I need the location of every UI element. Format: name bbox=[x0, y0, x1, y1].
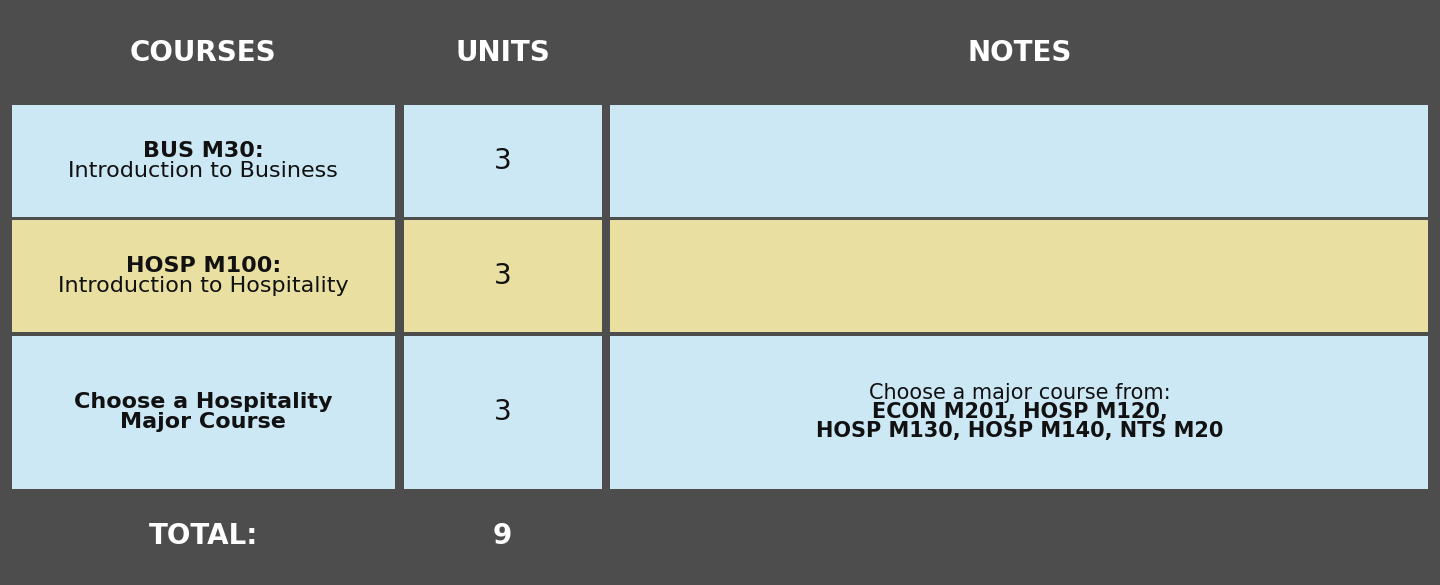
Bar bbox=[611, 336, 1428, 488]
Bar bbox=[12, 336, 395, 488]
Text: Introduction to Hospitality: Introduction to Hospitality bbox=[58, 276, 348, 296]
Text: NOTES: NOTES bbox=[968, 39, 1071, 67]
Bar bbox=[611, 221, 1428, 332]
Bar bbox=[12, 221, 395, 332]
Text: 3: 3 bbox=[494, 398, 511, 426]
Text: 3: 3 bbox=[494, 262, 511, 290]
Text: 9: 9 bbox=[492, 522, 513, 550]
Bar bbox=[403, 492, 602, 580]
Bar bbox=[12, 105, 395, 217]
Text: HOSP M130, HOSP M140, NTS M20: HOSP M130, HOSP M140, NTS M20 bbox=[815, 421, 1223, 442]
Text: COURSES: COURSES bbox=[130, 39, 276, 67]
Text: Major Course: Major Course bbox=[121, 412, 287, 432]
Text: BUS M30:: BUS M30: bbox=[143, 141, 264, 161]
Text: Choose a Hospitality: Choose a Hospitality bbox=[73, 393, 333, 412]
Bar bbox=[403, 221, 602, 332]
Text: TOTAL:: TOTAL: bbox=[148, 522, 258, 550]
Text: 3: 3 bbox=[494, 147, 511, 175]
Text: UNITS: UNITS bbox=[455, 39, 550, 67]
Bar bbox=[611, 5, 1428, 102]
Bar bbox=[12, 492, 395, 580]
Bar bbox=[12, 5, 395, 102]
Bar bbox=[611, 105, 1428, 217]
Text: ECON M201, HOSP M120,: ECON M201, HOSP M120, bbox=[871, 402, 1168, 422]
Bar bbox=[403, 5, 602, 102]
Text: Introduction to Business: Introduction to Business bbox=[68, 161, 338, 181]
Bar bbox=[403, 105, 602, 217]
Bar bbox=[403, 336, 602, 488]
Text: HOSP M100:: HOSP M100: bbox=[125, 256, 281, 277]
Bar bbox=[611, 492, 1428, 580]
Text: Choose a major course from:: Choose a major course from: bbox=[868, 383, 1171, 403]
